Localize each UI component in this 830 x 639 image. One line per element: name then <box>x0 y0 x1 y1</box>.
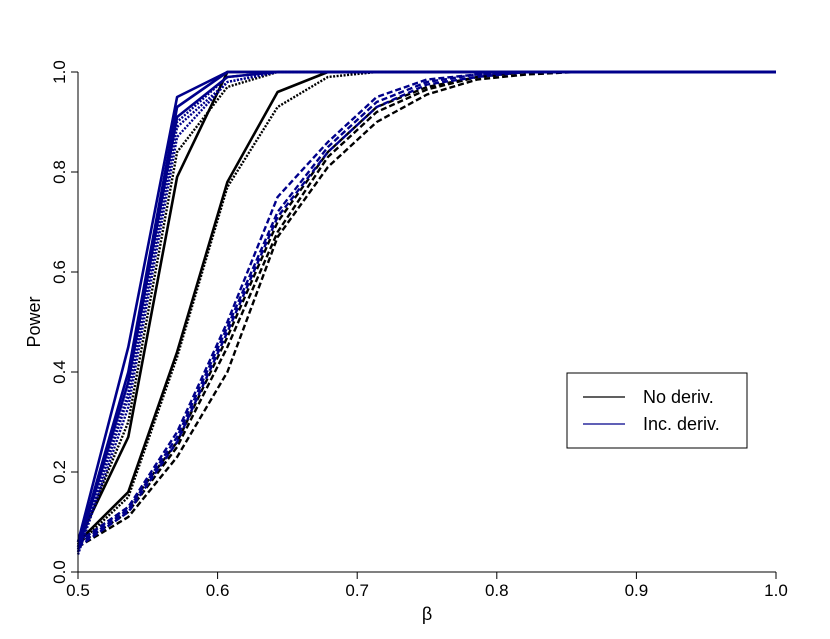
series-line-6 <box>77 70 776 543</box>
y-tick-label: 1.0 <box>50 60 69 84</box>
y-tick-label: 0.8 <box>50 160 69 184</box>
series-line-12 <box>76 70 776 555</box>
y-tick-label: 0.0 <box>50 560 69 584</box>
y-tick-label: 0.4 <box>50 360 69 384</box>
y-axis-title: Power <box>24 296 44 347</box>
series-line-0 <box>77 70 776 543</box>
x-tick-label: 0.9 <box>625 581 649 600</box>
legend-label-inc-deriv: Inc. deriv. <box>643 414 720 434</box>
legend-box <box>566 372 748 449</box>
legend: No deriv. Inc. deriv. <box>566 372 748 449</box>
series-line-2 <box>76 70 776 543</box>
x-tick-label: 0.6 <box>206 581 230 600</box>
x-tick-label: 1.0 <box>764 581 788 600</box>
series-group <box>76 70 776 555</box>
series-line-3 <box>76 70 776 545</box>
y-tick-label: 0.6 <box>50 260 69 284</box>
x-tick-label: 0.7 <box>345 581 369 600</box>
series-line-13 <box>77 70 776 543</box>
series-line-5 <box>77 70 776 546</box>
x-tick-label: 0.5 <box>66 581 90 600</box>
series-line-15 <box>77 70 776 548</box>
x-tick-label: 0.8 <box>485 581 509 600</box>
legend-label-no-deriv: No deriv. <box>643 387 714 407</box>
y-tick-label: 0.2 <box>50 460 69 484</box>
series-line-7 <box>76 70 776 543</box>
axis-ticks: 0.5 0.6 0.7 0.8 0.9 1.0 0.0 0.2 0.4 0.6 0.8 1.0 <box>50 60 788 600</box>
x-axis-title: β <box>422 604 432 624</box>
